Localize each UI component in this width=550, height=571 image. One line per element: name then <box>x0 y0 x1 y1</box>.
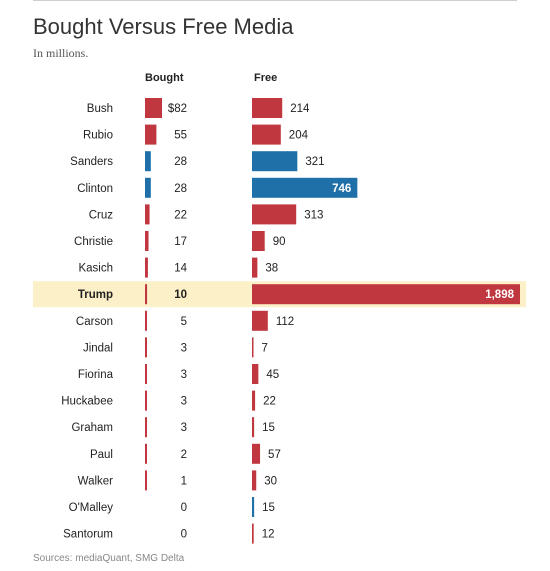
bought-value-paul: 2 <box>181 449 187 461</box>
free-value-christie: 90 <box>273 236 286 248</box>
free-value-carson: 112 <box>276 316 294 328</box>
bought-bar-walker <box>145 470 147 491</box>
free-bar-bush <box>252 98 283 118</box>
candidate-label-cruz: Cruz <box>89 209 114 221</box>
bought-value-o-malley: 0 <box>181 502 187 514</box>
free-bar-christie <box>252 231 265 251</box>
free-value-jindal: 7 <box>262 342 268 354</box>
free-value-cruz: 313 <box>304 209 323 221</box>
candidate-label-rubio: Rubio <box>83 130 113 142</box>
candidate-label-o-malley: O'Malley <box>69 502 114 514</box>
column-header-bought: Bought <box>145 72 184 84</box>
free-value-kasich: 38 <box>265 263 278 275</box>
candidate-label-sanders: Sanders <box>70 156 113 168</box>
bought-value-huckabee: 3 <box>181 396 187 408</box>
free-value-bush: 214 <box>290 103 310 115</box>
free-bar-jindal <box>252 337 254 358</box>
bought-bar-paul <box>145 443 147 464</box>
free-value-graham: 15 <box>262 422 275 434</box>
bought-value-clinton: 28 <box>174 183 187 195</box>
free-value-trump: 1,898 <box>485 289 514 301</box>
bought-value-walker: 1 <box>181 475 187 487</box>
bought-value-trump: 10 <box>174 289 187 301</box>
free-bar-huckabee <box>252 390 256 411</box>
bought-value-rubio: 55 <box>174 130 187 142</box>
free-value-huckabee: 22 <box>263 396 276 408</box>
candidate-label-clinton: Clinton <box>77 183 113 195</box>
free-bar-rubio <box>252 124 281 145</box>
free-value-o-malley: 15 <box>262 502 275 514</box>
free-bar-o-malley <box>252 497 255 517</box>
column-header-free: Free <box>254 72 278 84</box>
bought-value-sanders: 28 <box>174 156 187 168</box>
top-rule <box>33 0 517 1</box>
free-bar-trump <box>252 284 520 305</box>
candidate-label-trump: Trump <box>78 289 113 301</box>
bought-bar-christie <box>145 231 149 251</box>
free-value-rubio: 204 <box>289 130 309 142</box>
free-bar-paul <box>252 443 261 464</box>
candidate-label-huckabee: Huckabee <box>61 396 113 408</box>
free-value-walker: 30 <box>264 475 277 487</box>
bought-bar-sanders <box>145 151 151 172</box>
bought-bar-trump <box>145 284 148 305</box>
free-value-sanders: 321 <box>305 156 324 168</box>
bought-bar-kasich <box>145 257 148 278</box>
free-bar-santorum <box>252 523 254 544</box>
free-value-clinton: 746 <box>332 183 351 195</box>
bought-bar-fiorina <box>145 364 147 384</box>
free-bar-cruz <box>252 204 297 225</box>
free-bar-sanders <box>252 151 298 172</box>
bought-value-santorum: 0 <box>181 529 187 541</box>
bought-value-christie: 17 <box>174 236 187 248</box>
candidate-label-carson: Carson <box>76 316 113 328</box>
bought-bar-carson <box>145 310 147 331</box>
bought-value-cruz: 22 <box>174 209 187 221</box>
candidate-label-graham: Graham <box>71 422 113 434</box>
free-value-fiorina: 45 <box>266 369 279 381</box>
free-bar-graham <box>252 417 255 438</box>
bought-value-bush: $82 <box>168 103 187 115</box>
bought-bar-bush <box>145 98 162 118</box>
bought-bar-huckabee <box>145 390 147 411</box>
candidate-label-walker: Walker <box>78 475 114 487</box>
free-value-santorum: 12 <box>262 529 275 541</box>
bought-value-kasich: 14 <box>174 263 187 275</box>
bought-bar-graham <box>145 417 147 438</box>
free-value-paul: 57 <box>268 449 281 461</box>
candidate-label-kasich: Kasich <box>78 263 113 275</box>
free-bar-walker <box>252 470 257 491</box>
chart-title: Bought Versus Free Media <box>33 14 294 39</box>
free-bar-kasich <box>252 257 258 278</box>
bought-bar-rubio <box>145 124 157 145</box>
candidate-label-christie: Christie <box>74 236 113 248</box>
candidate-label-jindal: Jindal <box>83 342 113 354</box>
bought-value-carson: 5 <box>181 316 187 328</box>
candidate-label-santorum: Santorum <box>63 529 113 541</box>
bought-value-fiorina: 3 <box>181 369 187 381</box>
bought-bar-cruz <box>145 204 150 225</box>
bought-value-graham: 3 <box>181 422 187 434</box>
candidate-label-paul: Paul <box>90 449 113 461</box>
candidate-label-bush: Bush <box>87 103 113 115</box>
bought-bar-jindal <box>145 337 147 358</box>
bought-value-jindal: 3 <box>181 342 187 354</box>
candidate-label-fiorina: Fiorina <box>78 369 114 381</box>
free-bar-clinton <box>252 177 358 198</box>
chart-subtitle: In millions. <box>33 46 89 60</box>
bought-bar-clinton <box>145 177 151 198</box>
source-note: Sources: mediaQuant, SMG Delta <box>33 553 185 564</box>
free-bar-fiorina <box>252 364 259 384</box>
free-bar-carson <box>252 310 268 331</box>
